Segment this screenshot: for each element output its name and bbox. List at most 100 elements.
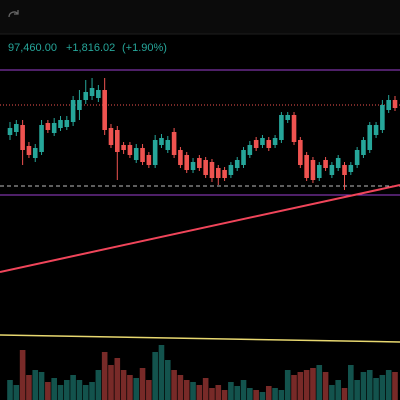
redo-icon[interactable] bbox=[8, 10, 19, 18]
candle-body bbox=[209, 162, 215, 178]
volume-bar bbox=[139, 368, 146, 400]
volume-bar bbox=[82, 385, 89, 400]
candle-body bbox=[190, 162, 196, 170]
volume-bar bbox=[247, 388, 253, 400]
volume-bar bbox=[95, 370, 102, 400]
candle-body bbox=[127, 145, 133, 155]
candle-body bbox=[272, 138, 278, 145]
candle-body bbox=[184, 155, 190, 170]
volume-bar bbox=[164, 360, 171, 400]
candle-body bbox=[32, 148, 38, 158]
volume-bar bbox=[64, 380, 70, 400]
volume-bar bbox=[51, 378, 57, 400]
volume-bar bbox=[133, 378, 140, 400]
candle-body bbox=[342, 165, 347, 175]
candle-body bbox=[386, 100, 391, 110]
candle-body bbox=[197, 158, 202, 168]
candle-body bbox=[348, 165, 354, 172]
candle-body bbox=[361, 140, 366, 155]
candle-body bbox=[51, 123, 57, 133]
volume-bar bbox=[240, 380, 247, 400]
candle-body bbox=[39, 125, 44, 152]
volume-bar bbox=[316, 365, 323, 400]
volume-bar bbox=[19, 350, 26, 400]
volume-bar bbox=[183, 380, 190, 400]
candle-body bbox=[316, 165, 322, 178]
candle-body bbox=[291, 115, 297, 142]
candle-body bbox=[171, 132, 177, 155]
candle-body bbox=[77, 100, 82, 110]
volume-bar bbox=[335, 380, 341, 400]
volume-bar bbox=[366, 370, 373, 400]
volume-bar bbox=[341, 388, 348, 400]
volume-bar bbox=[221, 390, 228, 400]
plot bbox=[0, 69, 400, 400]
volume-bar bbox=[177, 375, 184, 400]
volume-bar bbox=[70, 375, 76, 400]
candle-body bbox=[102, 90, 107, 130]
candle-body bbox=[354, 150, 360, 165]
candle-body bbox=[140, 148, 145, 162]
candle-body bbox=[222, 170, 227, 178]
volume-bar bbox=[322, 372, 329, 400]
candle-body bbox=[335, 158, 341, 168]
volume-bar bbox=[310, 368, 316, 400]
candle-body bbox=[373, 125, 379, 135]
candle-body bbox=[89, 88, 95, 96]
candle-body bbox=[152, 140, 158, 165]
volume-bar bbox=[329, 385, 335, 400]
volume-bar bbox=[45, 382, 51, 400]
candle-body bbox=[26, 146, 32, 155]
candle-body bbox=[323, 160, 328, 168]
volume-bar bbox=[114, 358, 121, 400]
volume-bar bbox=[354, 380, 360, 400]
candle-body bbox=[260, 138, 265, 145]
volume-bar bbox=[234, 386, 241, 400]
candle-body bbox=[178, 150, 183, 165]
candle-body bbox=[329, 165, 335, 175]
volume-bar bbox=[57, 385, 64, 400]
candle-body bbox=[133, 148, 139, 160]
candle-body bbox=[304, 155, 309, 178]
volume-bar bbox=[7, 380, 13, 400]
candle-body bbox=[298, 140, 303, 165]
volume-bar bbox=[108, 365, 114, 400]
price-change-percent: (+1.90%) bbox=[122, 42, 167, 54]
candle-body bbox=[114, 130, 120, 152]
candle-body bbox=[70, 100, 76, 122]
volume-bar bbox=[259, 392, 266, 400]
candle-body bbox=[83, 92, 89, 100]
candle-body bbox=[165, 140, 171, 150]
volume-bar bbox=[152, 352, 158, 400]
candle-body bbox=[159, 138, 164, 145]
volume-bar bbox=[297, 372, 304, 400]
volume-bar bbox=[253, 390, 259, 400]
candle-body bbox=[367, 125, 373, 150]
candle-body bbox=[14, 124, 19, 132]
volume-bar bbox=[89, 382, 95, 400]
volume-bar bbox=[379, 375, 386, 400]
volume-bar bbox=[360, 372, 367, 400]
volume-bar bbox=[392, 372, 398, 400]
last-price: 97,460.00 bbox=[8, 42, 57, 54]
volume-bar bbox=[26, 375, 32, 400]
volume-bar bbox=[284, 370, 291, 400]
volume-bar bbox=[158, 345, 165, 400]
candle-body bbox=[253, 140, 259, 148]
volume-bar bbox=[38, 372, 45, 400]
candle-body bbox=[285, 115, 291, 120]
volume-bar bbox=[272, 388, 278, 400]
candle-body bbox=[146, 155, 152, 165]
price-change: +1,816.02 bbox=[66, 42, 115, 54]
toolbar bbox=[0, 0, 400, 34]
candle-body bbox=[310, 160, 316, 180]
candle-body bbox=[121, 145, 126, 150]
volume-bar bbox=[303, 370, 310, 400]
volume-bar bbox=[209, 388, 215, 400]
volume-bar bbox=[348, 365, 354, 400]
volume-bar bbox=[146, 380, 152, 400]
candle-body bbox=[279, 115, 284, 140]
trend-line bbox=[0, 334, 400, 343]
